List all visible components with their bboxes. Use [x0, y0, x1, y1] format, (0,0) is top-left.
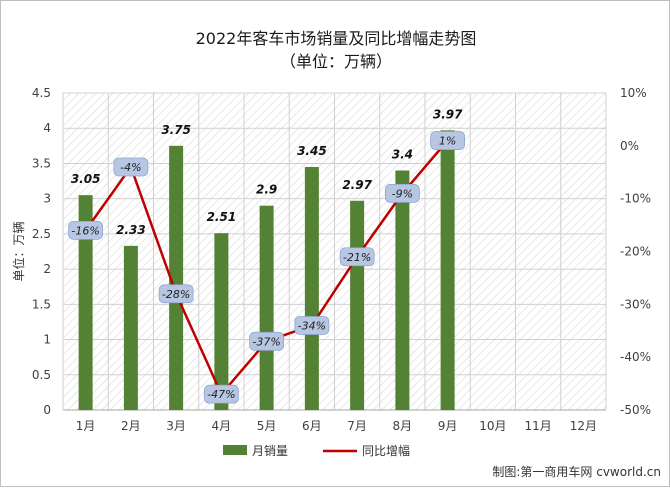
yoy-label-box [158, 284, 194, 304]
yoy-value-label: 1% [439, 135, 456, 148]
y-axis-title: 单位：万辆 [11, 221, 26, 281]
yoy-label-box [339, 247, 375, 267]
y2-tick-label: -40% [620, 350, 651, 364]
bar-value-label: 3.97 [433, 107, 463, 121]
yoy-label-box [68, 220, 104, 240]
y-tick-label: 1 [43, 333, 51, 347]
yoy-label-box [113, 157, 149, 177]
bar-value-label: 2.9 [256, 183, 277, 197]
bar [395, 170, 410, 410]
bar [78, 195, 93, 410]
yoy-label-box [430, 131, 466, 150]
y-tick-label: 0 [43, 403, 51, 417]
credit-text: 制图:第一商用车网 cvworld.cn [492, 465, 661, 479]
legend-bar-swatch [223, 445, 247, 455]
yoy-value-label: -4% [120, 161, 141, 174]
chart-subtitle: （单位：万辆） [279, 52, 392, 71]
y-tick-label: 0.5 [32, 368, 51, 382]
x-tick-label: 2月 [121, 419, 141, 433]
yoy-label-box [249, 331, 285, 351]
yoy-value-label: -21% [343, 251, 371, 264]
legend-bar-label: 月销量 [252, 444, 288, 458]
x-tick-label: 7月 [347, 419, 367, 433]
bar [350, 200, 365, 410]
yoy-value-label: -16% [71, 224, 99, 237]
bar [304, 166, 319, 410]
x-tick-label: 10月 [479, 419, 506, 433]
bar-value-label: 3.05 [71, 172, 101, 186]
yoy-value-label: -34% [298, 319, 326, 332]
yoy-value-label: -37% [252, 335, 280, 348]
x-tick-label: 1月 [76, 419, 96, 433]
x-tick-label: 4月 [212, 419, 232, 433]
chart-title: 2022年客车市场销量及同比增幅走势图 [195, 29, 477, 48]
y-tick-label: 2 [43, 262, 51, 276]
y2-tick-label: -20% [620, 245, 651, 259]
yoy-label-box [203, 384, 239, 404]
yoy-value-label: -28% [162, 288, 190, 301]
x-tick-label: 9月 [438, 419, 458, 433]
bar-value-label: 3.4 [392, 147, 413, 161]
yoy-label-box [384, 183, 420, 203]
y-tick-label: 2.5 [32, 227, 51, 241]
x-tick-label: 11月 [524, 419, 551, 433]
bar-value-label: 3.45 [297, 144, 327, 158]
y-tick-label: 1.5 [32, 297, 51, 311]
bar [123, 245, 138, 410]
bar-value-label: 3.75 [161, 123, 191, 137]
bar [214, 233, 229, 410]
y2-tick-label: -50% [620, 403, 651, 417]
x-tick-label: 8月 [393, 419, 413, 433]
yoy-value-label: -47% [207, 388, 235, 401]
y2-tick-label: -30% [620, 297, 651, 311]
yoy-value-label: -9% [392, 187, 413, 200]
x-tick-label: 5月 [257, 419, 277, 433]
x-tick-label: 3月 [166, 419, 186, 433]
bar-value-label: 2.33 [116, 223, 146, 237]
bar-value-label: 2.51 [207, 210, 237, 224]
y-tick-label: 3.5 [32, 156, 51, 170]
y2-tick-label: 10% [620, 86, 647, 100]
legend-line-label: 同比增幅 [362, 443, 410, 458]
bar [440, 130, 455, 410]
y2-tick-label: 0% [620, 139, 639, 153]
y-tick-label: 3 [43, 192, 51, 206]
y-tick-label: 4.5 [32, 86, 51, 100]
bar [169, 145, 184, 411]
x-tick-label: 12月 [570, 419, 597, 433]
y-tick-label: 4 [43, 121, 51, 135]
bar-value-label: 2.97 [342, 178, 372, 192]
x-tick-label: 6月 [302, 419, 322, 433]
y2-tick-label: -10% [620, 192, 651, 206]
yoy-label-box [294, 316, 330, 335]
bar [259, 205, 274, 410]
